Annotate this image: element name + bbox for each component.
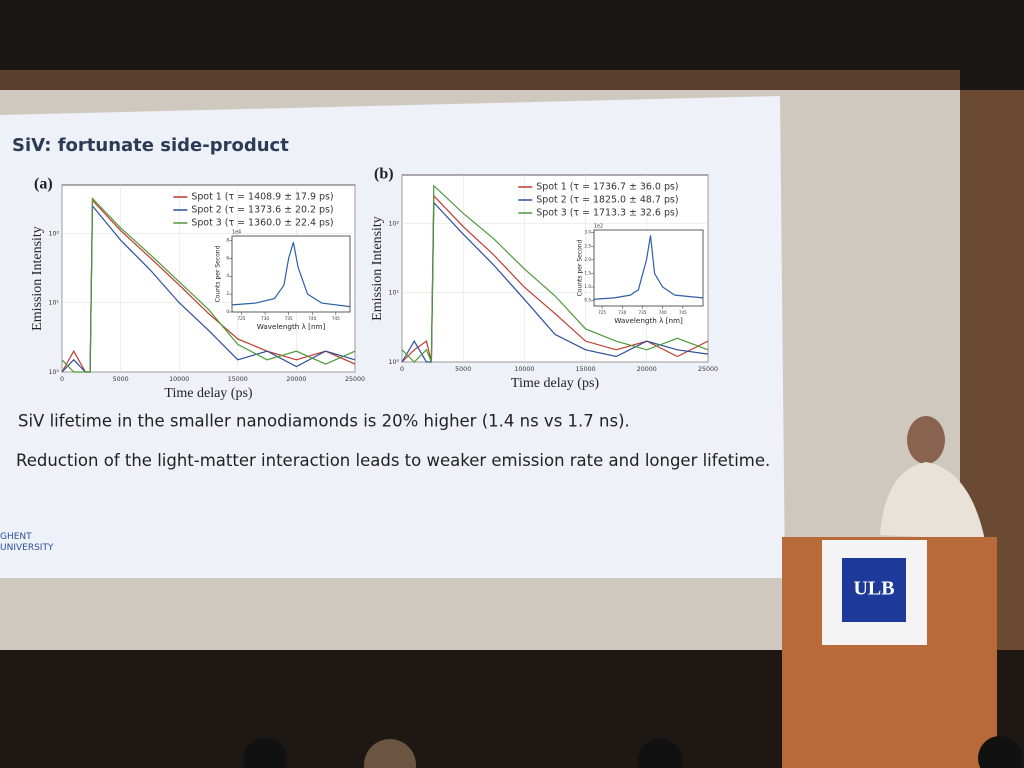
y-tick-label: 1.0 [584, 284, 591, 289]
data-line [231, 242, 351, 308]
y-tick-label: 4 [226, 273, 229, 278]
slide-text: Reduction of the light-matter interactio… [16, 451, 771, 470]
y-tick-label: 2 [226, 291, 229, 296]
speaker-head [907, 416, 945, 464]
panel-label: (a) [34, 176, 53, 193]
data-line [61, 196, 356, 373]
y-tick-label: 10¹ [48, 300, 59, 307]
slide-text: SiV lifetime in the smaller nanodiamonds… [18, 412, 630, 431]
y-tick-label: 2.5 [584, 243, 591, 248]
y-axis-label: Counts per Second [577, 239, 584, 296]
audience [243, 738, 287, 768]
legend-entry: Spot 1 (τ = 1736.7 ± 36.0 ps) [536, 182, 678, 193]
y-tick-label: 0 [226, 309, 229, 314]
y-tick-label: 0.5 [584, 298, 591, 303]
y-tick-label: 10⁰ [388, 359, 399, 366]
slide-text-box: Reduction of the light-matter interactio… [16, 451, 771, 470]
x-tick-label: 745 [679, 310, 687, 315]
audience [638, 738, 682, 768]
x-axis-label: Time delay (ps) [164, 386, 252, 401]
x-tick-label: 740 [659, 310, 667, 315]
y-tick-label: 1.5 [584, 270, 591, 275]
y-tick-label: 2.0 [584, 257, 591, 262]
x-tick-label: 20000 [637, 366, 657, 373]
x-tick-label: 20000 [286, 376, 306, 383]
x-tick-label: 740 [308, 316, 316, 321]
y-axis-label: Emission Intensity [370, 216, 385, 321]
slide-title: SiV: fortunate side-product [12, 135, 289, 156]
plot-area [593, 229, 704, 307]
legend-entry: Spot 2 (τ = 1373.6 ± 20.2 ps) [191, 205, 333, 216]
y-tick-label: 10² [48, 230, 59, 237]
scale-label: 1e2 [594, 224, 603, 230]
x-axis-label: Time delay (ps) [511, 376, 599, 391]
y-tick-label: 3.0 [584, 230, 591, 235]
y-axis-label: Emission Intensity [30, 226, 45, 331]
legend-entry: Spot 3 (τ = 1360.0 ± 22.4 ps) [191, 218, 333, 229]
x-tick-label: 725 [237, 316, 245, 321]
y-tick-label: 10² [388, 220, 399, 227]
x-tick-label: 15000 [576, 366, 596, 373]
data-line [401, 201, 709, 363]
legend-entry: Spot 1 (τ = 1408.9 ± 17.9 ps) [191, 192, 333, 203]
y-tick-label: 6 [226, 255, 229, 260]
x-tick-label: 745 [332, 316, 340, 321]
y-tick-label: 8 [226, 237, 229, 242]
x-axis-label: Wavelength λ [nm] [614, 316, 683, 325]
ulb-logo: ULB [853, 578, 894, 600]
x-tick-label: 10000 [169, 376, 189, 383]
x-tick-label: 5000 [455, 366, 471, 373]
x-tick-label: 5000 [113, 376, 129, 383]
x-axis-label: Wavelength λ [nm] [257, 322, 326, 331]
plot-area [231, 235, 351, 313]
speaker-body [880, 462, 985, 540]
logo-box: GHENT UNIVERSITY [0, 532, 54, 553]
x-tick-label: 730 [618, 310, 626, 315]
x-tick-label: 735 [285, 316, 293, 321]
y-axis-label: Counts per Second [215, 245, 222, 302]
x-tick-label: 25000 [345, 376, 365, 383]
ulb-badge [842, 558, 906, 622]
x-tick-label: 725 [598, 310, 606, 315]
data-line [401, 194, 709, 363]
x-tick-label: 10000 [514, 366, 534, 373]
y-tick-label: 10¹ [388, 290, 399, 297]
x-tick-label: 25000 [698, 366, 718, 373]
y-tick-label: 10⁰ [48, 369, 59, 376]
x-tick-label: 0 [400, 366, 404, 373]
x-tick-label: 735 [638, 310, 646, 315]
x-tick-label: 0 [60, 376, 64, 383]
data-line [401, 184, 709, 363]
data-line [593, 235, 704, 300]
ghent-logo: GHENT UNIVERSITY [0, 532, 54, 553]
panel-label: (b) [374, 166, 394, 183]
legend-entry: Spot 2 (τ = 1825.0 ± 48.7 ps) [536, 195, 678, 206]
x-tick-label: 15000 [228, 376, 248, 383]
x-tick-label: 730 [261, 316, 269, 321]
audience [978, 736, 1022, 768]
legend-entry: Spot 3 (τ = 1713.3 ± 32.6 ps) [536, 208, 678, 219]
scale-label: 1e4 [232, 230, 241, 236]
audience [364, 739, 416, 768]
